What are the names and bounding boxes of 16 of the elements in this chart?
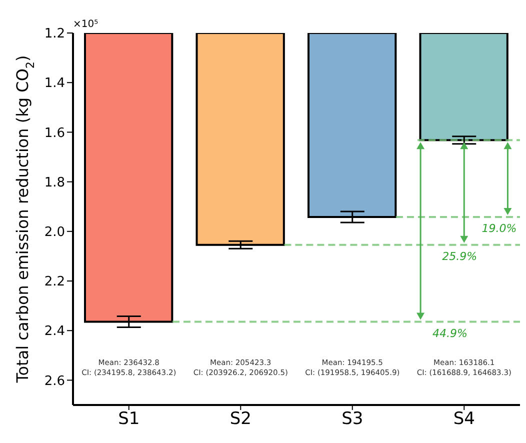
y-tick-label: 1.6: [44, 126, 65, 141]
y-tick-label: 1.4: [44, 76, 65, 92]
y-tick-label: 1.2: [44, 26, 65, 42]
x-tick-label: S1: [118, 409, 140, 430]
y-tick-label: 2.6: [44, 374, 65, 389]
x-tick-label: S4: [453, 409, 475, 430]
y-tick-label: 2.2: [44, 274, 65, 290]
annotation: 25.9%: [442, 250, 478, 263]
annotation: 19.0%: [482, 222, 517, 236]
x-tick-label: S2: [230, 409, 252, 430]
y-tick-label: 2.0: [44, 225, 65, 240]
y-tick-label: 1.8: [44, 175, 65, 190]
x-tick-label: S3: [342, 409, 364, 430]
annotation: 44.9%: [432, 326, 468, 340]
y-tick-label: 2.4: [44, 324, 65, 340]
text: ×10⁵: [73, 19, 98, 30]
